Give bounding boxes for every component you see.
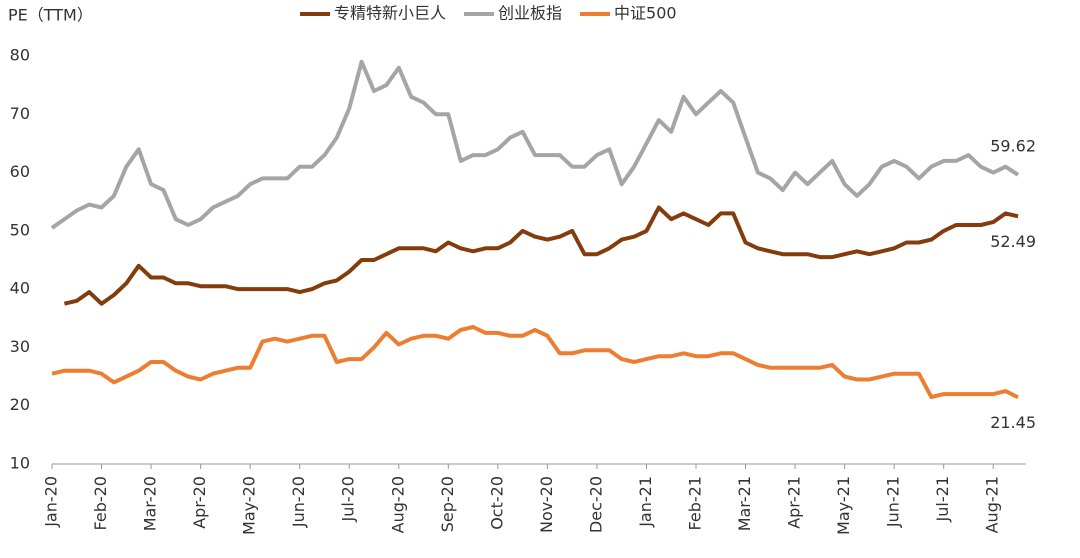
y-tick-label: 50 xyxy=(10,220,30,239)
end-value-label: 59.62 xyxy=(990,136,1036,155)
x-tick-label: Jun-21 xyxy=(884,476,903,528)
y-tick-label: 40 xyxy=(10,279,30,298)
x-tick-label: Mar-20 xyxy=(141,476,160,531)
y-tick-label: 20 xyxy=(10,395,30,414)
x-tick-label: Jun-20 xyxy=(289,476,308,528)
y-tick-label: 80 xyxy=(10,46,30,65)
y-tick-label: 60 xyxy=(10,162,30,181)
x-tick-label: Aug-21 xyxy=(983,476,1002,533)
y-axis-label: PE（TTM） xyxy=(8,6,93,25)
x-tick-label: Feb-21 xyxy=(686,476,705,530)
legend-label: 中证500 xyxy=(614,4,677,23)
y-tick-label: 30 xyxy=(10,337,30,356)
x-tick-label: Oct-20 xyxy=(487,476,506,530)
x-tick-label: May-21 xyxy=(834,476,853,535)
series-line xyxy=(63,205,1019,306)
series-line xyxy=(51,325,1019,400)
x-tick-label: May-20 xyxy=(240,476,259,535)
x-tick-label: Dec-20 xyxy=(586,476,605,533)
x-tick-label: Jan-20 xyxy=(42,476,61,528)
legend-label: 创业板指 xyxy=(498,4,562,23)
x-tick-label: Apr-20 xyxy=(190,476,209,529)
x-tick-label: Apr-21 xyxy=(785,476,804,529)
y-tick-label: 70 xyxy=(10,104,30,123)
x-tick-label: Feb-20 xyxy=(91,476,110,530)
y-tick-label: 10 xyxy=(10,454,30,473)
x-tick-label: Aug-20 xyxy=(388,476,407,533)
x-tick-label: Jul-20 xyxy=(339,476,358,522)
legend-label: 专精特新小巨人 xyxy=(334,4,446,23)
x-tick-label: Sep-20 xyxy=(438,476,457,532)
x-tick-label: Mar-21 xyxy=(735,476,754,531)
x-tick-label: Jul-21 xyxy=(933,476,952,522)
series-line xyxy=(50,59,1020,230)
x-tick-label: Nov-20 xyxy=(537,476,556,533)
x-tick-label: Jan-21 xyxy=(636,476,655,528)
end-value-label: 21.45 xyxy=(990,413,1036,432)
end-value-label: 52.49 xyxy=(990,232,1036,251)
